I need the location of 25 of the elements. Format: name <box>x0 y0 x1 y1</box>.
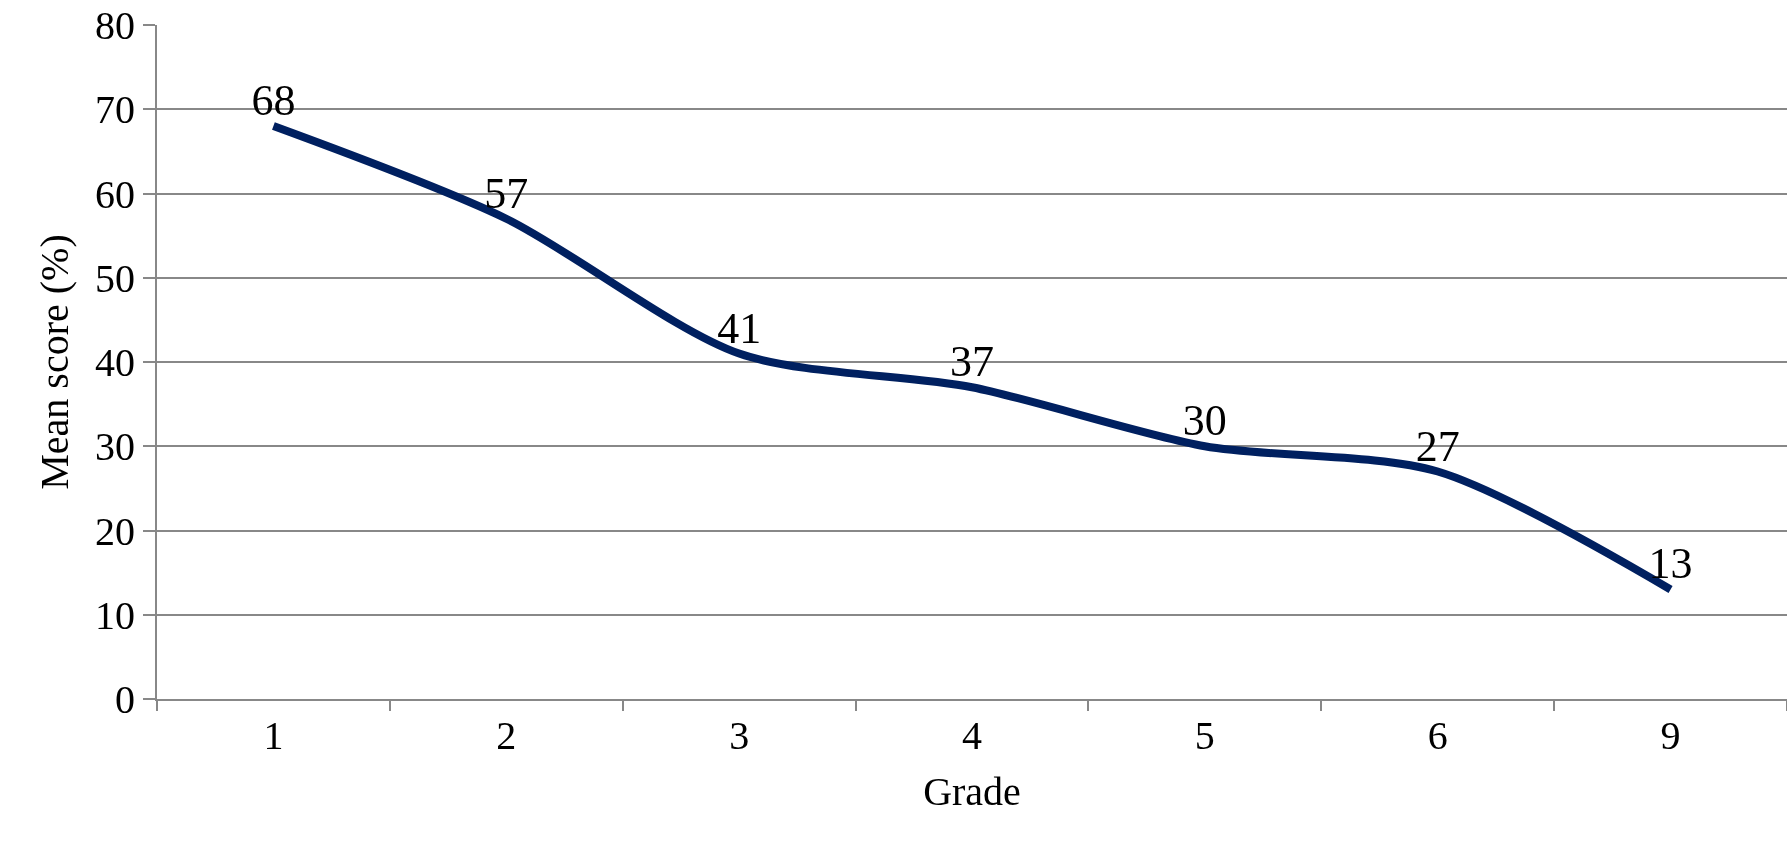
data-label: 30 <box>1182 396 1227 446</box>
x-tick-label: 5 <box>1194 713 1215 758</box>
x-tick-label: 6 <box>1427 713 1448 758</box>
y-tick-label: 80 <box>95 3 135 48</box>
y-tick-label: 20 <box>95 508 135 554</box>
y-tick-label: 0 <box>115 677 135 722</box>
y-tick-label: 70 <box>95 87 135 133</box>
x-tick-label: 9 <box>1660 713 1681 758</box>
x-axis-title: Grade <box>923 769 1021 814</box>
data-label: 13 <box>1648 539 1693 589</box>
x-tick-label: 1 <box>263 713 284 758</box>
data-label: 41 <box>717 303 762 353</box>
y-tick-label: 50 <box>95 255 135 301</box>
data-label: 57 <box>484 168 529 218</box>
x-tick-label: 4 <box>962 713 982 758</box>
y-tick-label: 60 <box>95 171 135 217</box>
data-label: 27 <box>1415 421 1460 471</box>
y-tick-label: 30 <box>95 424 135 470</box>
y-tick-label: 40 <box>95 340 135 385</box>
y-axis-title: Mean score (%) <box>32 234 77 490</box>
data-label: 37 <box>950 337 994 387</box>
x-tick-label: 2 <box>496 713 517 758</box>
data-label: 68 <box>251 76 296 126</box>
y-tick-label: 10 <box>95 592 135 638</box>
x-tick-label: 3 <box>729 713 750 758</box>
